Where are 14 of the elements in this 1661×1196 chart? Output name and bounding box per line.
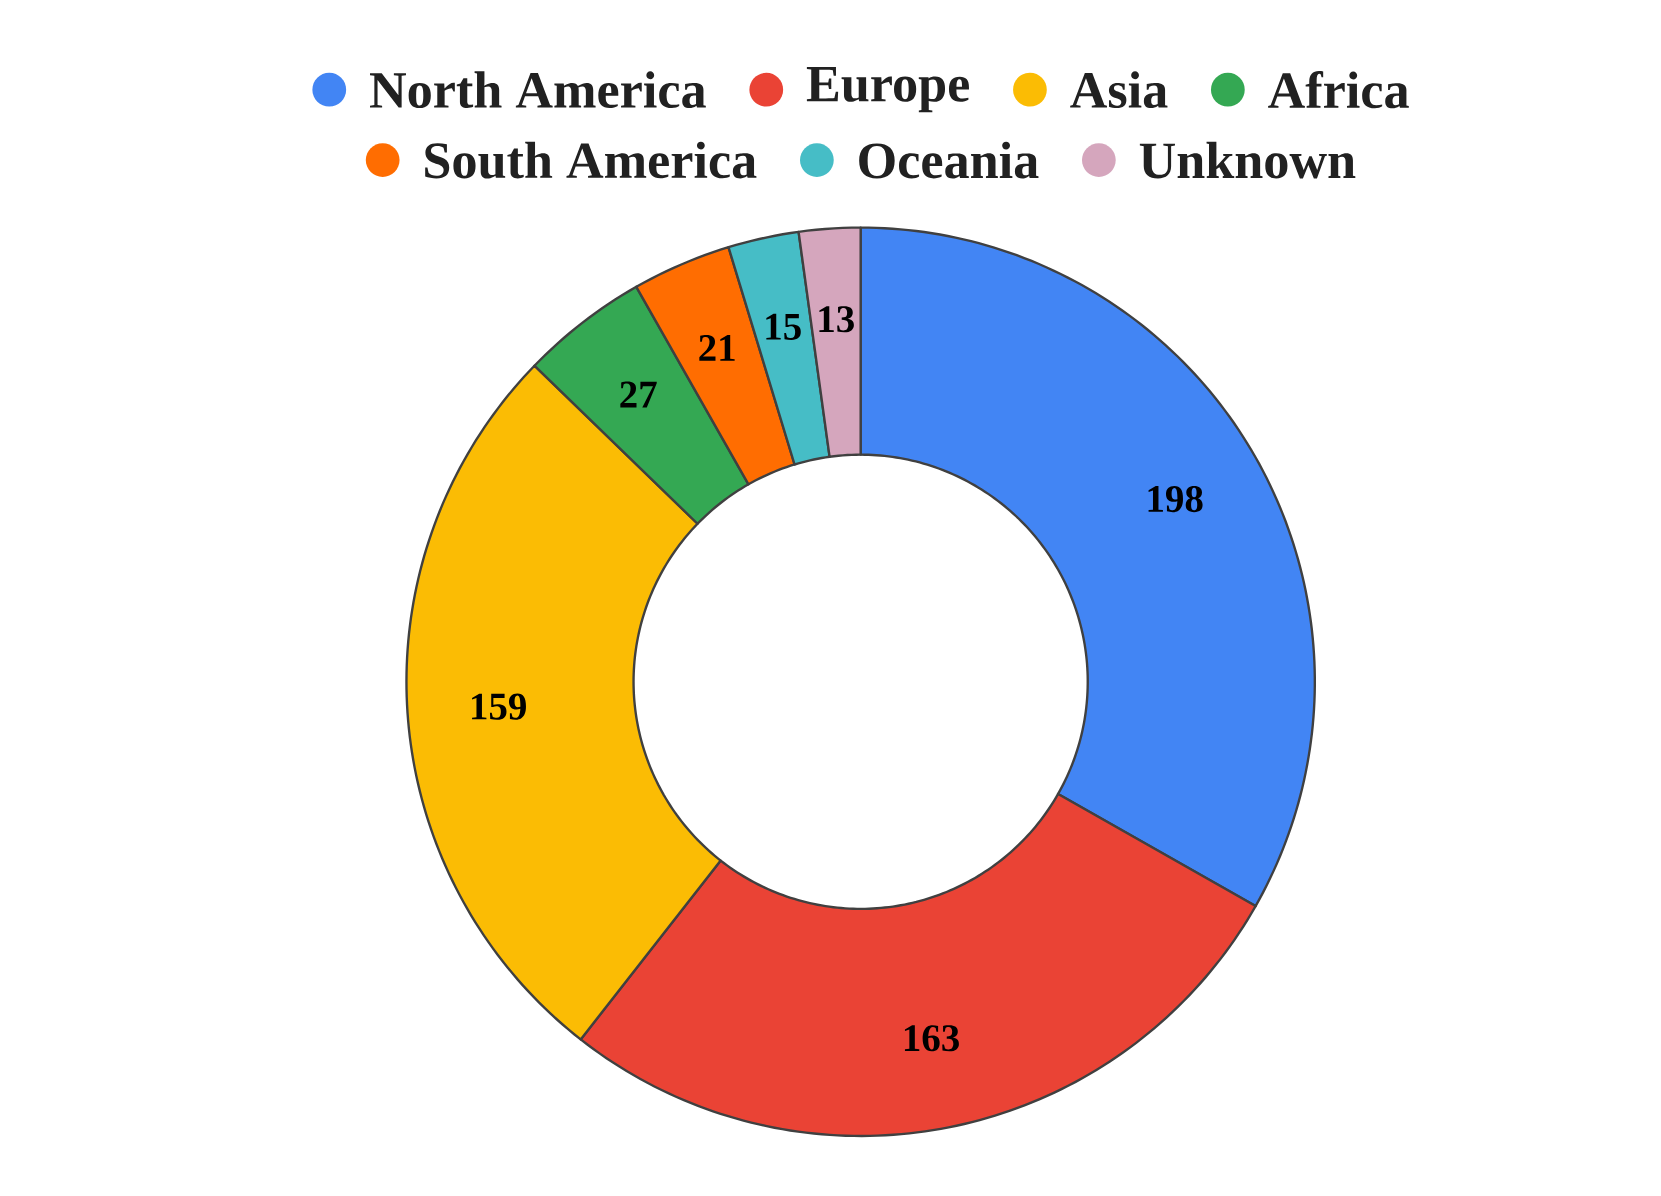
data-label: 198 <box>1148 486 1203 513</box>
data-label: 159 <box>472 693 526 720</box>
data-label: 15 <box>766 313 801 341</box>
legend-label: Oceania <box>859 141 1039 179</box>
legend-label: South America <box>425 141 757 179</box>
legend-label: North America <box>370 71 706 109</box>
legend-label: Asia <box>1070 71 1168 109</box>
data-label: 21 <box>699 335 735 361</box>
data-label: 13 <box>819 306 854 333</box>
legend-label: Unknown <box>1139 141 1356 179</box>
legend-label: Africa <box>1268 71 1409 109</box>
data-label: 163 <box>904 1025 959 1052</box>
data-label: 27 <box>620 381 657 408</box>
legend-label: Europe <box>806 67 969 113</box>
